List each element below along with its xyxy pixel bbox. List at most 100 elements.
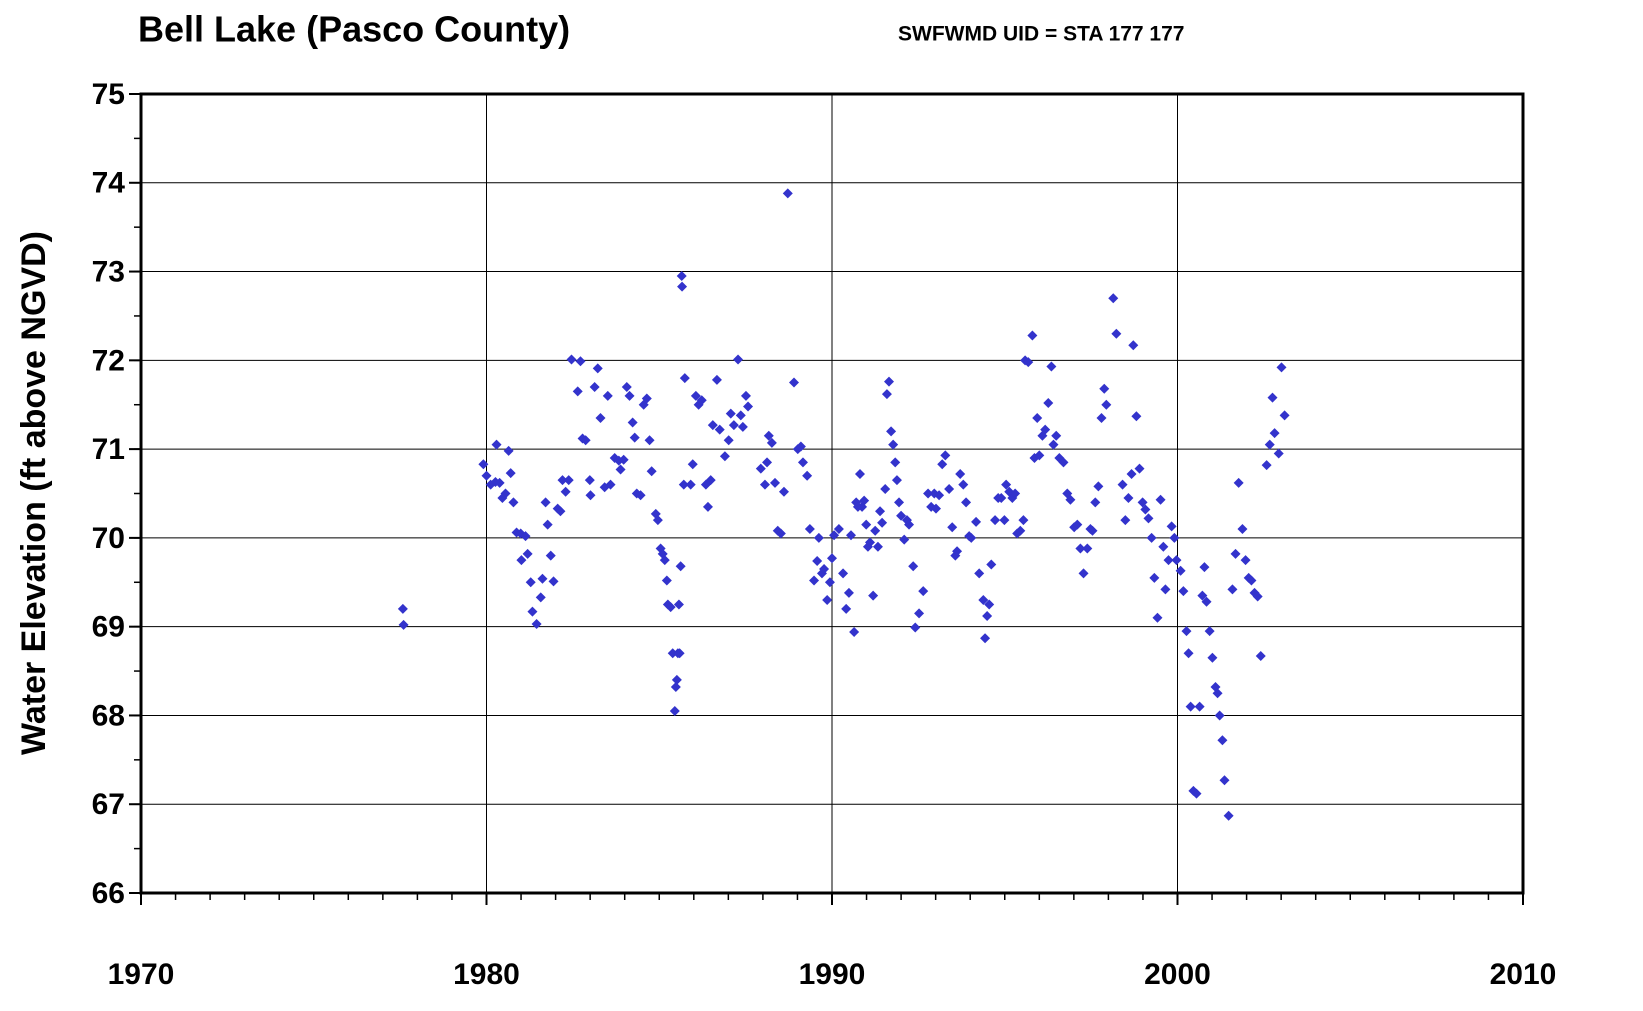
data-point (545, 550, 556, 561)
data-point (566, 354, 577, 365)
data-point (1212, 688, 1223, 699)
data-point (986, 559, 997, 570)
data-point (1181, 626, 1192, 637)
data-point (813, 532, 824, 543)
data-point (1273, 448, 1284, 459)
y-tick-label: 72 (92, 344, 125, 377)
data-point (615, 464, 626, 475)
data-point (1158, 541, 1169, 552)
chart-title: Bell Lake (Pasco County) (138, 9, 570, 50)
data-point (669, 706, 680, 717)
data-point (1075, 543, 1086, 554)
data-point (762, 457, 773, 468)
data-point (1246, 575, 1257, 586)
data-point (661, 575, 672, 586)
data-point (398, 619, 409, 630)
data-point (955, 468, 966, 479)
data-point (940, 450, 951, 461)
data-point (690, 390, 701, 401)
data-point (629, 432, 640, 443)
data-point (584, 475, 595, 486)
data-point (1171, 555, 1182, 566)
data-point (880, 484, 891, 495)
y-tick-label: 67 (92, 788, 125, 821)
data-point (846, 530, 857, 541)
data-point (838, 568, 849, 579)
data-point (1065, 494, 1076, 505)
data-point (711, 374, 722, 385)
data-point (868, 590, 879, 601)
x-tick-label: 1980 (453, 958, 520, 991)
data-point (491, 439, 502, 450)
data-point (1178, 586, 1189, 597)
data-point (1237, 524, 1248, 535)
data-point (888, 439, 899, 450)
data-point (397, 603, 408, 614)
data-point (540, 497, 551, 508)
data-point (1027, 330, 1038, 341)
data-point (563, 475, 574, 486)
x-tick-label: 2000 (1144, 958, 1211, 991)
data-point (667, 648, 678, 659)
data-point (990, 515, 1001, 526)
data-point (978, 595, 989, 606)
data-point (725, 408, 736, 419)
data-point (775, 528, 786, 539)
data-point (572, 386, 583, 397)
data-point (673, 599, 684, 610)
data-point (1117, 479, 1128, 490)
data-point (819, 563, 830, 574)
data-point (1040, 424, 1051, 435)
data-point (1204, 626, 1215, 637)
data-point (824, 577, 835, 588)
data-point (575, 356, 586, 367)
data-point (944, 484, 955, 495)
data-point (1255, 650, 1266, 661)
data-point (674, 648, 685, 659)
data-point (589, 381, 600, 392)
data-point (1219, 775, 1230, 786)
data-point (861, 519, 872, 530)
y-axis-label: Water Elevation (ft above NGVD) (15, 231, 53, 755)
data-point (769, 477, 780, 488)
data-point (1183, 648, 1194, 659)
data-point (678, 479, 689, 490)
x-tick-label: 2010 (1490, 958, 1557, 991)
data-point (1163, 555, 1174, 566)
data-point (827, 553, 837, 564)
data-point (894, 497, 905, 508)
x-tick-label: 1990 (799, 958, 866, 991)
data-point (548, 576, 559, 587)
data-point (627, 417, 638, 428)
y-tick-label: 74 (92, 167, 126, 200)
data-point (934, 490, 945, 501)
data-point (1240, 555, 1251, 566)
data-point (947, 522, 958, 533)
data-point (503, 445, 514, 456)
data-point (843, 587, 854, 598)
data-point (624, 390, 635, 401)
data-point (602, 390, 613, 401)
data-point (890, 457, 901, 468)
data-point (1152, 612, 1163, 623)
data-point (1207, 652, 1218, 663)
data-point (1108, 293, 1119, 304)
data-point (982, 611, 993, 622)
data-point (644, 435, 655, 446)
data-point (1048, 439, 1059, 450)
data-point (1252, 591, 1263, 602)
data-point (849, 626, 860, 637)
data-point (1043, 397, 1054, 408)
data-point (679, 373, 690, 384)
data-point (646, 466, 657, 477)
data-point (966, 532, 977, 543)
data-point (802, 470, 813, 481)
data-point (1149, 572, 1160, 583)
data-point (914, 608, 925, 619)
data-point (719, 451, 730, 462)
data-point (778, 486, 789, 497)
data-point (585, 490, 596, 501)
data-point (580, 435, 591, 446)
data-point (788, 377, 799, 388)
